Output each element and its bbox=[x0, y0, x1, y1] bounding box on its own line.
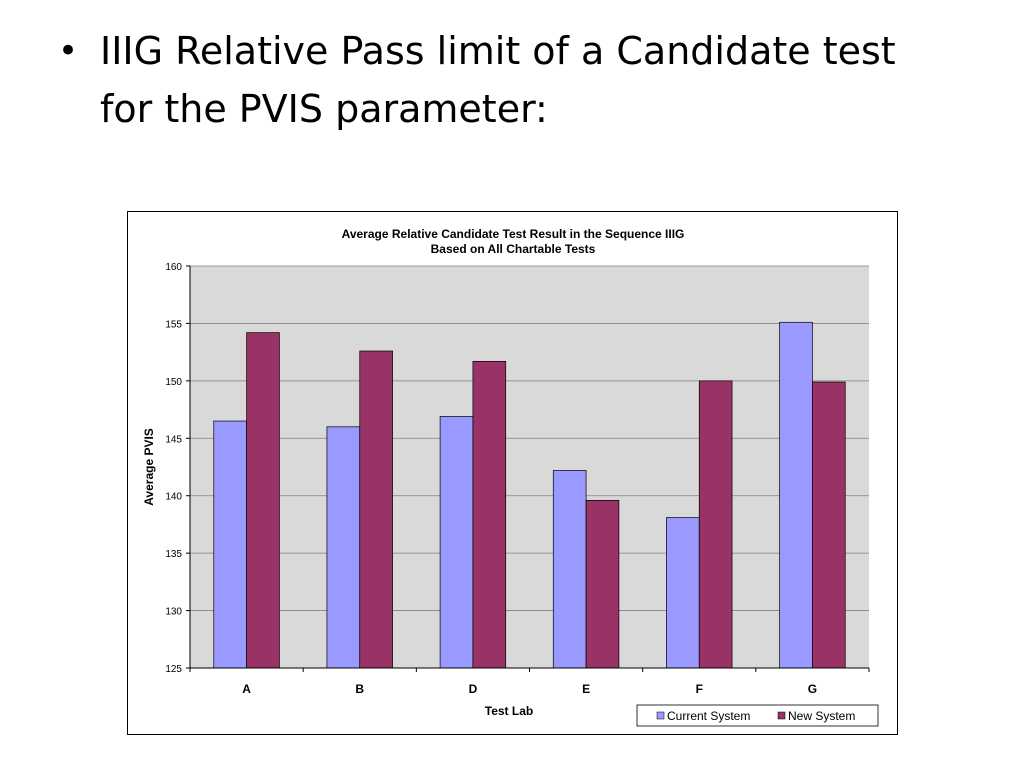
bar-new-system-a bbox=[246, 332, 280, 669]
y-tick-label: 130 bbox=[165, 607, 182, 618]
y-tick-label: 140 bbox=[165, 492, 182, 503]
axes: 125 130 135 140 145 150 155 160 A B D E F G bbox=[165, 262, 870, 696]
bullet-icon: • bbox=[58, 31, 79, 71]
y-tick-label: 145 bbox=[165, 434, 182, 445]
legend-label-new-system: New System bbox=[788, 709, 855, 723]
bar-new-system-d bbox=[472, 360, 507, 669]
bar-new-system-b bbox=[359, 350, 393, 669]
legend-label-current-system: Current System bbox=[667, 709, 750, 723]
y-tick-label: 155 bbox=[165, 319, 182, 330]
bar-current-system-b bbox=[326, 426, 361, 669]
bar-current-system-f bbox=[666, 517, 700, 669]
plot-area bbox=[190, 266, 869, 668]
chart-subtitle: Based on All Chartable Tests bbox=[431, 242, 596, 256]
chart-title: Average Relative Candidate Test Result i… bbox=[342, 227, 685, 241]
y-axis-title: Average PVIS bbox=[142, 428, 156, 506]
bar-new-system-f bbox=[698, 380, 733, 669]
bar-current-system-d bbox=[439, 416, 474, 669]
legend: Current System New System bbox=[636, 704, 879, 727]
bars bbox=[213, 321, 846, 669]
x-tick-label: G bbox=[808, 682, 817, 696]
x-tick-label: A bbox=[242, 682, 251, 696]
y-tick-label: 150 bbox=[165, 377, 182, 388]
chart-frame: Average Relative Candidate Test Result i… bbox=[127, 211, 898, 735]
bar-current-system-e bbox=[552, 470, 587, 669]
bar-new-system-e bbox=[585, 499, 620, 669]
bar-current-system-a bbox=[213, 420, 247, 669]
bar-new-system-g bbox=[812, 381, 846, 669]
bullet-point: • IIIG Relative Pass limit of a Candidat… bbox=[58, 22, 958, 138]
gridlines bbox=[190, 265, 869, 669]
bar-current-system-g bbox=[779, 321, 813, 669]
x-tick-label: F bbox=[696, 682, 703, 696]
x-tick-label: E bbox=[582, 682, 590, 696]
legend-swatch-current-system bbox=[656, 711, 665, 720]
x-tick-label: D bbox=[469, 682, 478, 696]
bar-chart: Average Relative Candidate Test Result i… bbox=[142, 227, 879, 727]
legend-swatch-new-system bbox=[777, 711, 786, 720]
x-axis-title: Test Lab bbox=[485, 704, 533, 718]
y-tick-label: 125 bbox=[165, 664, 182, 675]
x-tick-label: B bbox=[355, 682, 364, 696]
bullet-text: IIIG Relative Pass limit of a Candidate … bbox=[100, 29, 896, 131]
y-tick-label: 135 bbox=[165, 549, 182, 560]
y-tick-label: 160 bbox=[165, 262, 182, 273]
legend-box bbox=[636, 704, 879, 727]
